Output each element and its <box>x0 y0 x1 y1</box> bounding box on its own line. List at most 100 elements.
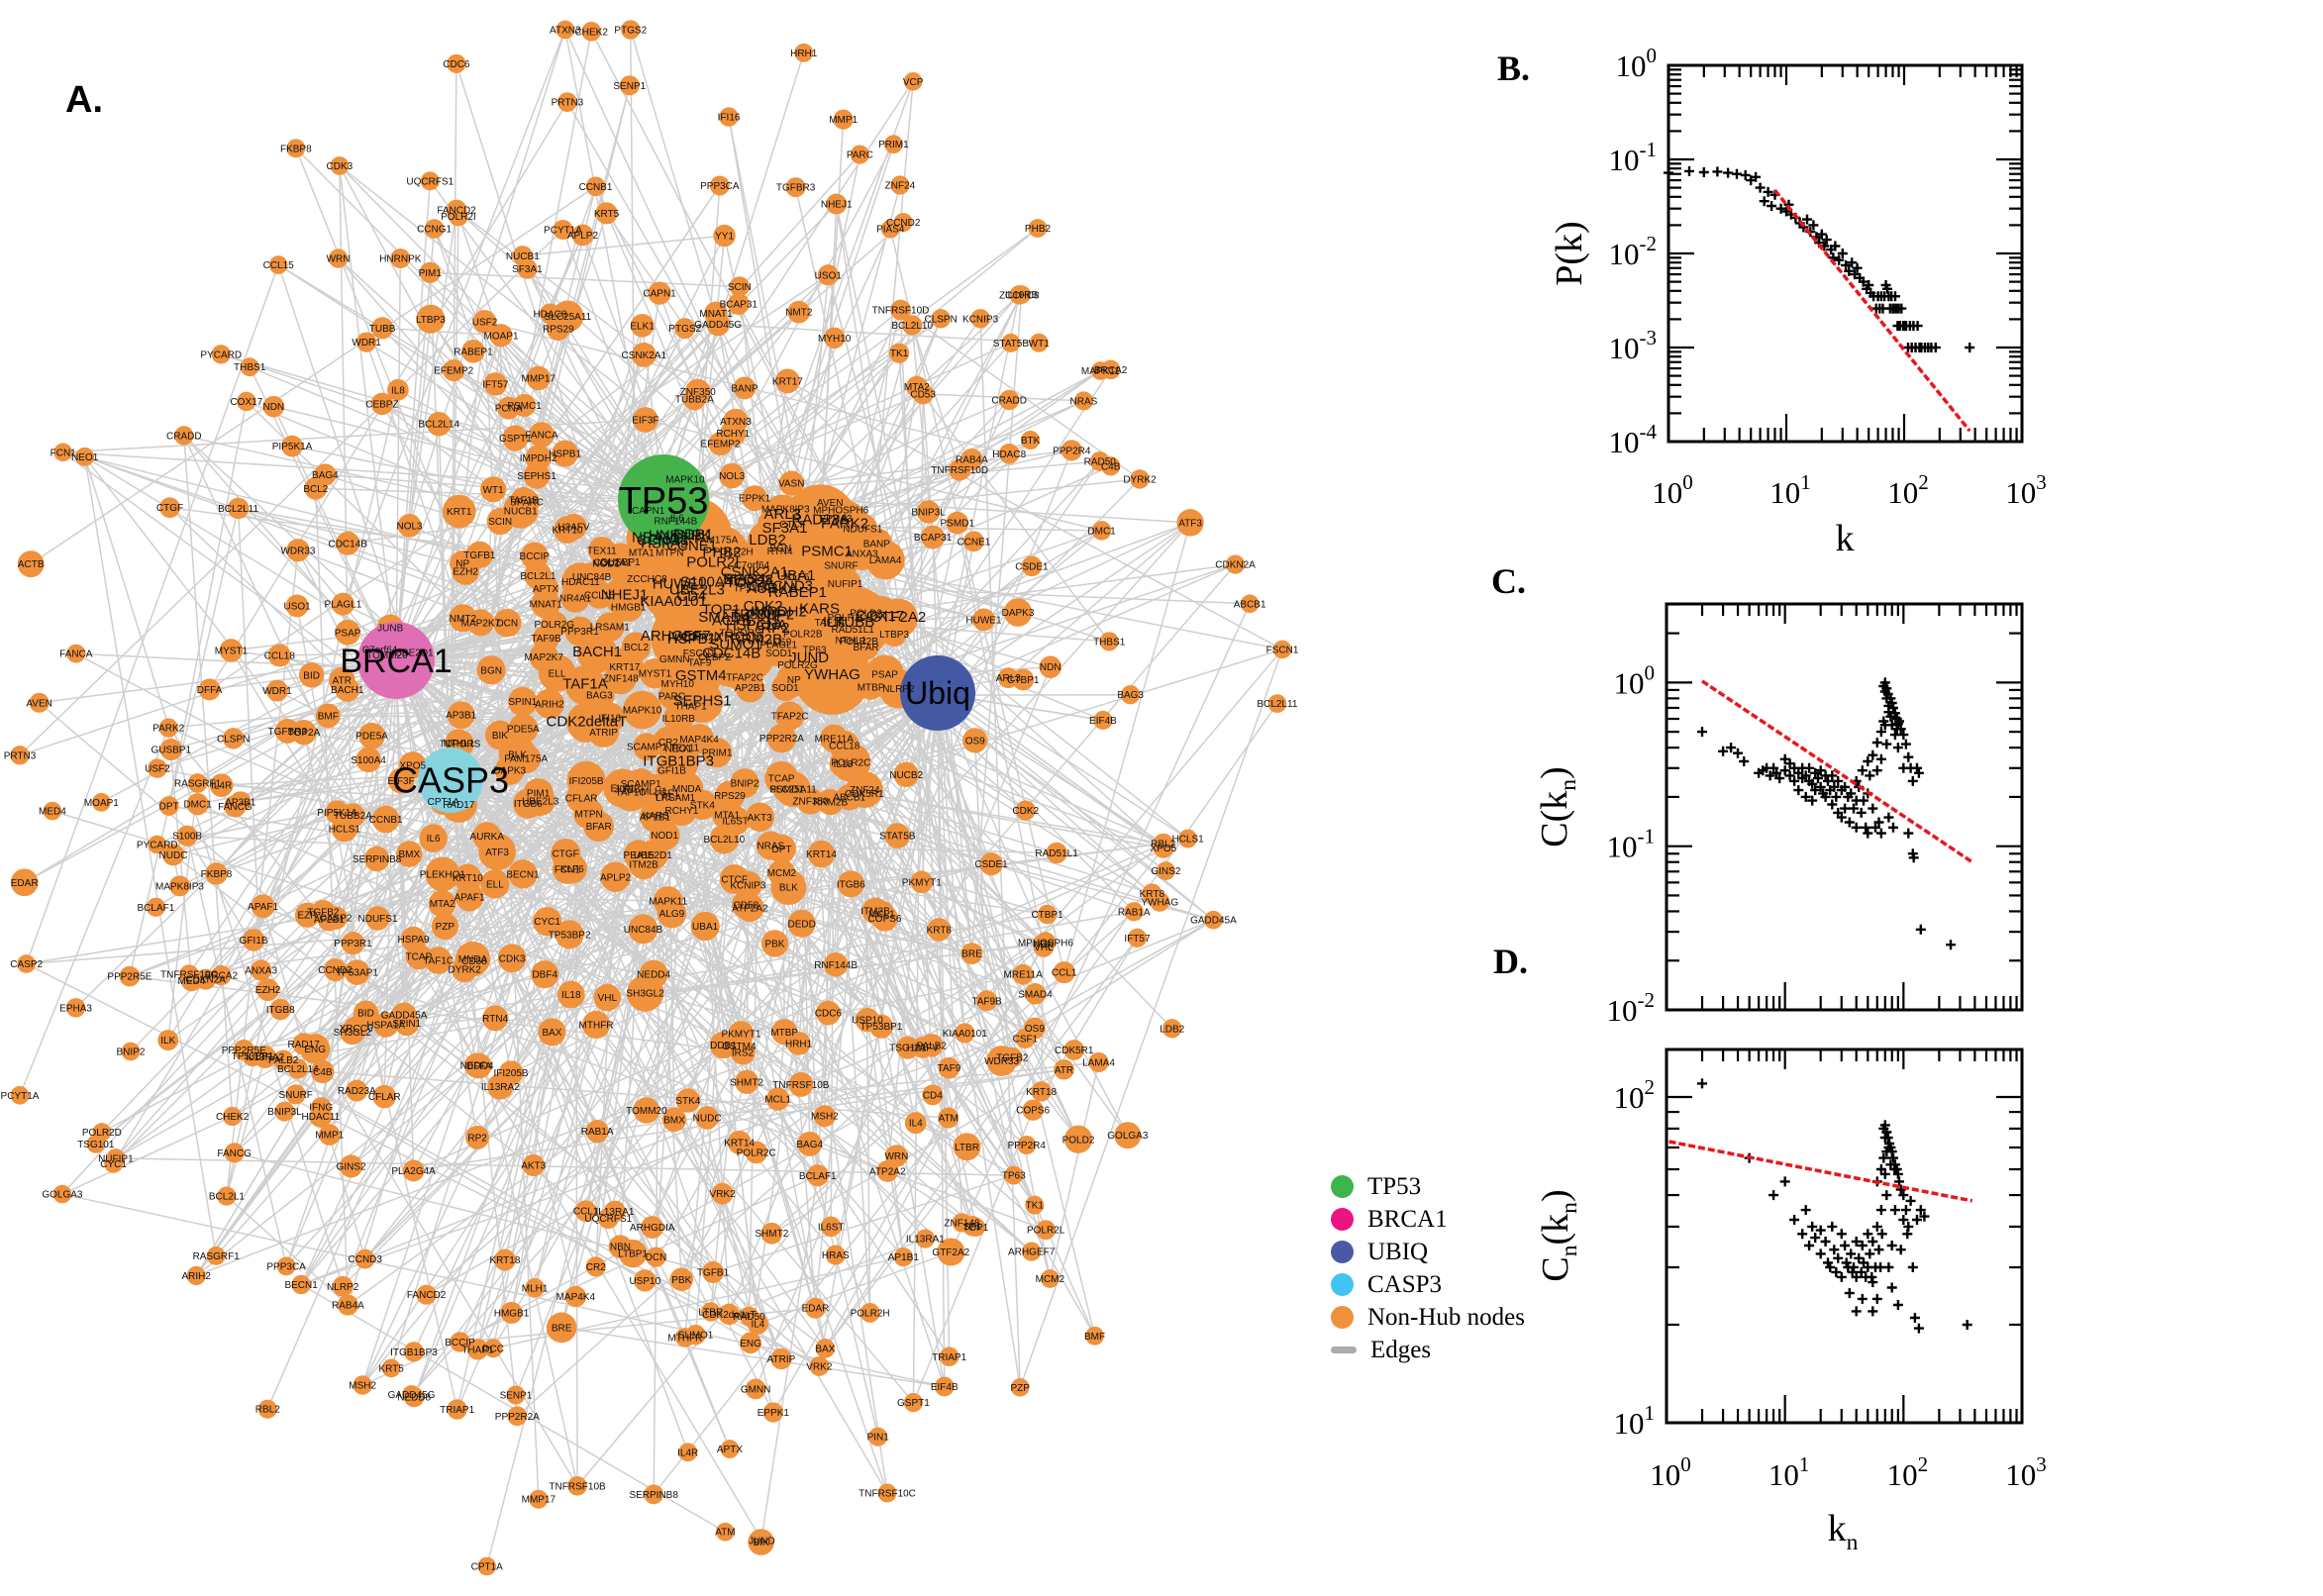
non-hub-node <box>962 531 984 552</box>
gene-label: CCND2 <box>318 965 353 976</box>
non-hub-node <box>829 567 861 600</box>
data-point <box>1895 724 1906 735</box>
gene-label: PSMC1 <box>801 544 853 560</box>
non-hub-node <box>489 324 513 348</box>
non-hub-node <box>760 1222 783 1245</box>
gene-label: DCN <box>496 619 518 630</box>
non-hub-node <box>419 261 441 283</box>
chart-frame <box>1665 602 2024 1012</box>
non-hub-node <box>486 508 514 536</box>
axis-title: Cn(kn) <box>1535 1189 1582 1281</box>
gene-label: ABCB1 <box>1234 599 1266 610</box>
non-hub-node <box>633 1097 660 1124</box>
gene-label: MNAT1 <box>530 600 563 611</box>
non-hub-node <box>274 1101 295 1122</box>
gene-label: H2AFV <box>557 523 590 534</box>
non-hub-node <box>583 679 615 711</box>
gene-label: GADD45A <box>381 1011 428 1022</box>
non-hub-node <box>269 998 291 1021</box>
gene-label: MMP17 <box>522 1495 556 1506</box>
gene-label: KRT17 <box>772 376 803 387</box>
non-hub-node <box>771 495 799 523</box>
gene-label: TNFRSF10B <box>772 1080 830 1091</box>
non-hub-node <box>585 1256 606 1277</box>
gene-label: XPO5 <box>1151 844 1177 854</box>
data-point <box>1851 1306 1862 1317</box>
tick-label: 103 <box>2005 1452 2047 1492</box>
non-hub-node <box>1012 285 1031 305</box>
gene-label: LTBR <box>955 1143 979 1153</box>
gene-label: ENG <box>740 1339 761 1349</box>
non-hub-node <box>1041 1269 1060 1288</box>
data-point <box>1846 788 1857 799</box>
gene-label: BCCIP <box>520 551 551 562</box>
gene-label: RAD17 <box>288 1040 321 1050</box>
gene-label: TP53AP1 <box>734 584 776 595</box>
chart-D-fit-line <box>1668 1140 1973 1203</box>
hub-node-ubiq <box>900 655 975 731</box>
gene-label: S100B <box>172 832 202 843</box>
non-hub-node <box>893 761 919 788</box>
gene-label: AP2B1 <box>314 915 346 926</box>
gene-label: PPP3R1 <box>334 939 372 949</box>
gene-label: BNIP2 <box>117 1047 146 1058</box>
non-hub-node <box>595 612 625 642</box>
data-point <box>1882 1133 1893 1144</box>
gene-label: PPP2R4 <box>1008 1141 1047 1151</box>
gene-label: BECN1 <box>506 869 540 880</box>
data-point <box>1820 791 1831 802</box>
non-hub-node <box>823 951 849 977</box>
gene-label: VRK2 <box>710 1189 737 1200</box>
gene-label: TGFB1 <box>463 550 496 561</box>
gene-label: PCNA <box>746 617 787 634</box>
non-hub-node <box>552 300 584 333</box>
gene-label: SPIN1 <box>392 1019 421 1030</box>
non-hub-node <box>809 1356 830 1376</box>
gene-label: ELL <box>549 668 566 679</box>
tick-label: 102 <box>1887 470 1929 510</box>
non-hub-node <box>937 1238 965 1266</box>
non-hub-node <box>760 930 789 957</box>
tick-label: 10-1 <box>1609 138 1658 177</box>
gene-label: STK4 <box>690 800 715 811</box>
non-hub-node <box>323 958 347 982</box>
gene-label: CCND2 <box>886 218 921 229</box>
non-hub-node <box>893 1247 913 1267</box>
data-point <box>1800 770 1811 781</box>
non-hub-node <box>472 310 497 334</box>
non-hub-node <box>222 1106 243 1127</box>
gene-label: BGN <box>769 544 791 554</box>
non-hub-node <box>427 411 452 437</box>
gene-label: GSPT1 <box>897 1398 930 1409</box>
non-hub-node <box>66 644 86 663</box>
data-point <box>1779 1176 1790 1187</box>
non-hub-node <box>727 1130 752 1154</box>
gene-label: BIK <box>492 731 508 742</box>
gene-label: NUCB1 <box>506 251 540 262</box>
gene-label: MAPK10 <box>623 706 662 717</box>
gene-label: HDAC8 <box>992 449 1026 460</box>
gene-label: COPS6 <box>1016 1106 1050 1117</box>
non-hub-node <box>355 747 381 773</box>
gene-label: CCL15 <box>263 260 295 271</box>
non-hub-node <box>529 422 555 449</box>
non-hub-node <box>286 539 310 562</box>
non-hub-node <box>837 870 864 898</box>
non-hub-node <box>443 359 465 382</box>
gene-label: ANXA3 <box>245 965 277 976</box>
gene-label: SHMT2 <box>755 1229 788 1240</box>
gene-label: IL13RA2 <box>246 1052 284 1063</box>
chart-C-fit-line <box>1701 679 1973 864</box>
gene-label: S100A4 <box>680 574 733 591</box>
gene-label: SHMT2 <box>730 1077 763 1088</box>
non-hub-node <box>533 907 562 937</box>
non-hub-node <box>902 315 923 336</box>
gene-label: LTBR <box>698 1307 723 1318</box>
gene-label: DFFA <box>197 685 223 696</box>
axis-title: k <box>1836 518 1855 559</box>
gene-label: CAPN1 <box>632 506 665 517</box>
data-point <box>1751 171 1762 182</box>
data-point <box>1739 756 1750 766</box>
gene-label: MTHFR <box>579 1021 614 1032</box>
non-hub-node <box>460 948 488 974</box>
